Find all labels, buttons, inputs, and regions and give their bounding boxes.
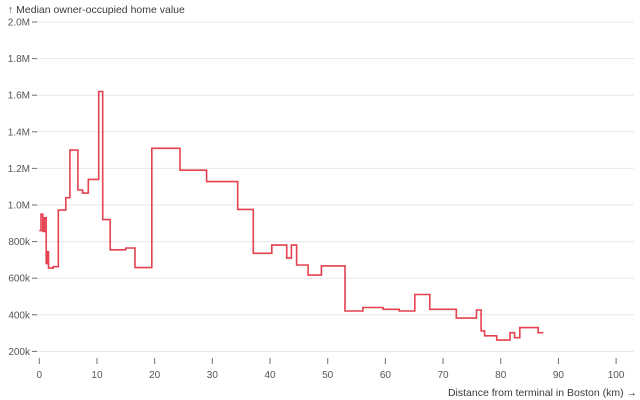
value-step-line [39, 90, 544, 341]
y-tick-label: 1.6M [8, 91, 30, 102]
y-axis-ticks: 2.0M 1.8M 1.6M 1.4M 1.2M 1.0M 800k 600k 400k 200k [8, 18, 37, 358]
x-axis-ticks: 0 10 20 30 40 50 60 70 80 90 100 [37, 358, 625, 381]
x-tick-label: 30 [207, 370, 219, 381]
x-tick-label: 40 [264, 370, 276, 381]
y-tick-label: 1.4M [8, 127, 30, 138]
x-tick-label: 80 [495, 370, 507, 381]
x-tick-label: 100 [608, 370, 625, 381]
y-tick-label: 600k [8, 274, 31, 285]
y-tick-label: 400k [8, 310, 31, 321]
y-tick-label: 2.0M [8, 18, 30, 29]
y-tick-label: 1.2M [8, 164, 30, 175]
chart-title: ↑ Median owner-occupied home value [8, 4, 185, 16]
y-gridlines [35, 21, 634, 352]
x-tick-label: 60 [380, 370, 392, 381]
x-tick-label: 90 [553, 370, 565, 381]
x-tick-label: 50 [322, 370, 334, 381]
y-tick-label: 800k [8, 237, 31, 248]
x-tick-label: 10 [91, 370, 103, 381]
x-axis-label: Distance from terminal in Boston (km) → [448, 387, 637, 399]
y-tick-label: 1.8M [8, 54, 30, 65]
x-tick-label: 20 [149, 370, 161, 381]
x-tick-label: 70 [437, 370, 449, 381]
y-tick-label: 200k [8, 347, 31, 358]
x-tick-label: 0 [37, 370, 43, 381]
y-tick-label: 1.0M [8, 201, 30, 212]
